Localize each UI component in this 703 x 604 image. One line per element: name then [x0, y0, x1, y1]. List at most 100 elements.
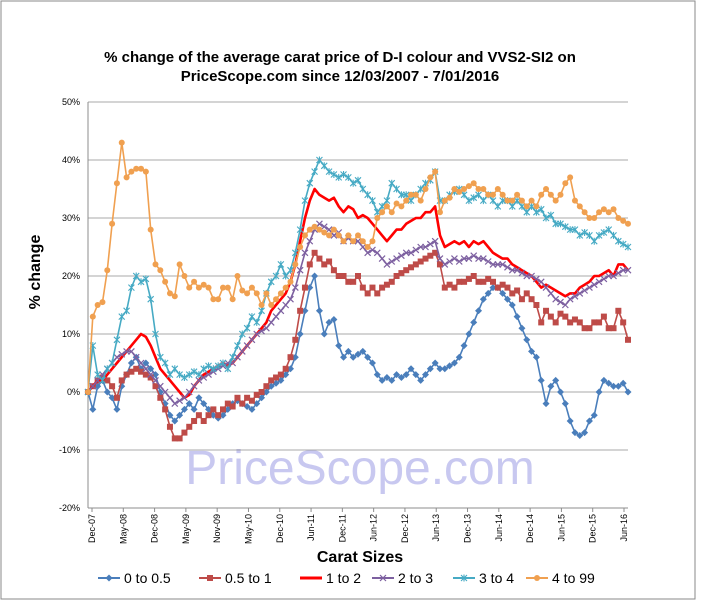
data-point — [273, 374, 280, 381]
data-point — [432, 249, 439, 256]
data-point — [620, 217, 627, 224]
data-point — [287, 354, 294, 361]
data-point — [436, 209, 443, 216]
data-point — [590, 237, 598, 245]
data-point — [262, 388, 270, 396]
data-point — [85, 389, 91, 395]
x-tick-label: Nov-09 — [212, 514, 222, 543]
data-point — [104, 267, 111, 274]
data-point — [219, 359, 227, 367]
data-point — [518, 197, 525, 204]
data-point — [99, 376, 106, 384]
data-point — [402, 371, 410, 379]
data-point — [258, 307, 265, 315]
data-point — [600, 376, 608, 384]
data-point — [258, 327, 265, 335]
data-point — [291, 284, 299, 292]
data-point — [258, 389, 265, 395]
data-point — [528, 202, 535, 210]
data-point — [301, 284, 308, 291]
data-point — [368, 359, 376, 367]
data-point — [355, 273, 361, 279]
data-point — [446, 281, 453, 288]
data-point — [127, 347, 135, 355]
data-point — [152, 376, 159, 384]
data-point — [494, 202, 502, 210]
data-point — [532, 275, 540, 283]
data-point — [195, 371, 203, 379]
data-point — [567, 174, 574, 181]
data-point — [253, 318, 261, 326]
data-point — [374, 290, 381, 297]
data-point — [330, 171, 338, 178]
data-point — [335, 173, 343, 181]
data-point — [267, 278, 275, 286]
data-point — [489, 284, 497, 292]
data-point — [614, 269, 622, 277]
data-point — [378, 202, 386, 210]
y-tick-label: 50% — [62, 97, 80, 107]
data-point — [494, 186, 501, 192]
data-point — [567, 319, 574, 326]
data-point — [316, 226, 323, 233]
x-tick-label: Dec-11 — [337, 514, 347, 542]
data-point — [210, 296, 217, 303]
data-point — [503, 295, 511, 303]
data-point — [426, 365, 434, 373]
data-point — [557, 388, 564, 396]
data-point — [215, 412, 222, 419]
data-point — [306, 261, 313, 268]
chart-title: % change of the average carat price of D… — [104, 49, 576, 66]
data-point — [171, 417, 179, 425]
data-point — [576, 203, 583, 210]
legend-label: 2 to 3 — [398, 570, 433, 586]
y-tick-label: 0% — [67, 387, 80, 397]
series-3-to-4 — [84, 156, 632, 396]
data-point — [383, 197, 391, 205]
data-point — [373, 249, 381, 257]
data-point — [412, 191, 419, 198]
data-point — [243, 324, 251, 332]
data-point — [166, 371, 174, 379]
data-point — [513, 197, 521, 205]
data-point — [523, 203, 530, 210]
data-point — [585, 417, 593, 425]
y-tick-label: -10% — [59, 445, 80, 455]
data-point — [427, 252, 434, 259]
data-point — [157, 394, 164, 401]
data-point — [485, 191, 492, 198]
data-point — [94, 302, 101, 308]
data-point — [162, 278, 169, 285]
data-point — [161, 359, 169, 367]
data-point — [118, 350, 126, 358]
y-axis-title: % change — [27, 235, 44, 310]
data-point — [234, 353, 241, 361]
legend-item: 1 to 2 — [300, 570, 361, 586]
x-tick-label: May-08 — [118, 514, 128, 544]
data-point — [127, 359, 135, 367]
data-point — [311, 272, 319, 280]
data-point — [383, 260, 391, 268]
data-point — [301, 249, 309, 257]
data-point — [388, 258, 396, 265]
data-point — [595, 278, 603, 286]
data-point — [253, 290, 260, 297]
data-point — [470, 318, 478, 326]
data-point — [330, 226, 337, 233]
data-point — [566, 295, 574, 303]
data-point — [388, 179, 396, 187]
data-point — [292, 336, 299, 343]
data-point — [248, 405, 256, 413]
data-point — [258, 394, 266, 402]
data-point — [108, 394, 116, 402]
data-point — [142, 371, 149, 378]
y-tick-label: 10% — [62, 329, 80, 339]
data-point — [190, 382, 198, 390]
data-point — [311, 223, 318, 230]
data-point — [465, 255, 473, 263]
data-point — [128, 284, 135, 292]
data-point — [441, 197, 448, 204]
data-point — [190, 405, 198, 413]
data-point — [142, 359, 150, 367]
data-point — [133, 365, 140, 372]
